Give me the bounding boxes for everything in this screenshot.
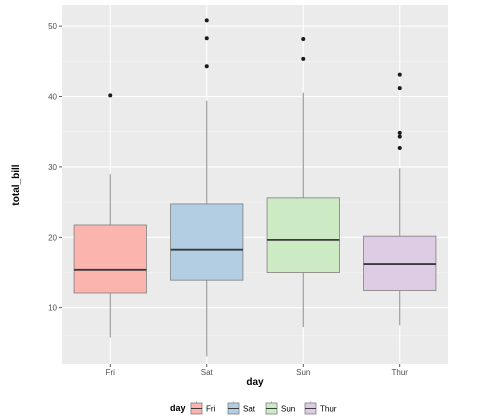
y-tick-label: 30	[48, 163, 57, 172]
box-sat	[170, 18, 244, 357]
x-tick-label: Fri	[106, 368, 116, 377]
outlier-point	[397, 130, 402, 135]
outlier-point	[204, 18, 209, 23]
outlier-point	[301, 36, 306, 41]
box-fri	[73, 93, 147, 338]
box-iqr	[170, 203, 244, 281]
x-tick-label: Thur	[392, 368, 409, 377]
outlier-point	[108, 93, 113, 98]
legend-key-fri: Fri	[190, 401, 216, 415]
box-sun	[266, 36, 340, 328]
legend-key-thur: Thur	[304, 401, 337, 415]
outlier-point	[397, 134, 402, 139]
y-axis-title: total_bill	[11, 164, 22, 205]
y-tick-label: 20	[48, 233, 57, 242]
y-tick-label: 50	[48, 22, 57, 31]
box-iqr	[73, 224, 147, 294]
legend-title: day	[170, 403, 186, 413]
legend-label: Sun	[281, 405, 295, 414]
outlier-point	[204, 64, 209, 69]
legend-label: Fri	[206, 405, 216, 414]
x-axis-ticks: Fri Sat Sun Thur	[106, 364, 409, 377]
outlier-point	[204, 36, 209, 41]
legend-key-sat: Sat	[227, 401, 256, 415]
y-tick-label: 40	[48, 93, 57, 102]
x-tick-label: Sat	[201, 368, 214, 377]
outlier-point	[397, 86, 402, 91]
outlier-point	[301, 56, 306, 61]
boxes	[73, 18, 437, 357]
legend-key-sun: Sun	[265, 401, 295, 415]
outlier-point	[397, 146, 402, 151]
legend-label: Thur	[320, 405, 337, 414]
legend: day Fri Sat Sun Thur	[170, 401, 337, 415]
box-iqr	[266, 197, 340, 273]
x-tick-label: Sun	[296, 368, 310, 377]
x-axis-title: day	[246, 377, 264, 388]
box-thur	[363, 72, 437, 326]
legend-label: Sat	[243, 405, 256, 414]
plot-panel	[62, 5, 448, 364]
y-axis-ticks: 10 20 30 40 50	[48, 22, 62, 313]
y-tick-label: 10	[48, 304, 57, 313]
outlier-point	[397, 72, 402, 77]
